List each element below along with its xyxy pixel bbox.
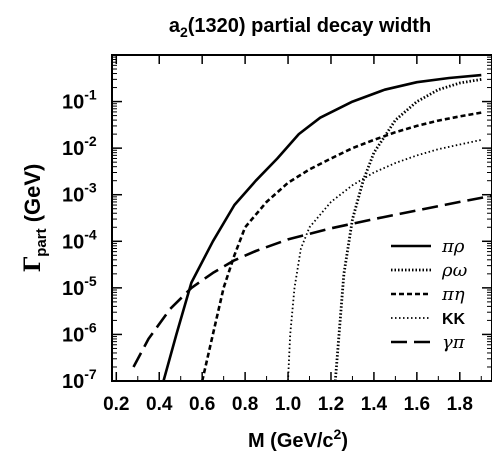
x-tick-label: 0.6 xyxy=(189,394,215,415)
title-subscript: 2 xyxy=(180,24,188,40)
legend-label: πρ xyxy=(441,236,465,257)
axis-ticks: 0.2 0.4 0.6 0.8 1.0 1.2 1.4 1.6 1.8 10-7 10-6 10-5 1… xyxy=(62,55,492,415)
y-axis-label: Γpart (GeV) xyxy=(20,164,50,273)
x-tick-label: 1.2 xyxy=(318,394,344,415)
series-line-γπ xyxy=(132,194,492,368)
y-tick-label: 10-3 xyxy=(62,180,97,207)
plot-border xyxy=(111,54,492,382)
legend: πρ ρω πη KK γπ xyxy=(391,236,468,353)
x-tick-label: 1.8 xyxy=(447,394,473,415)
title-a: a xyxy=(169,15,181,37)
title-rest: (1320) partial decay width xyxy=(188,15,431,37)
x-axis-label-end: ) xyxy=(341,430,348,451)
plot-area xyxy=(111,54,492,382)
series-line-KK xyxy=(287,139,482,381)
y-axis-label-sub: part xyxy=(33,228,50,256)
x-axis-label-main: M (GeV/c xyxy=(248,430,334,451)
y-tick-label: 10-7 xyxy=(62,366,97,393)
legend-label: ρω xyxy=(441,260,468,281)
y-tick-label: 10-6 xyxy=(62,319,97,346)
chart-title: a2(1320) partial decay width xyxy=(169,15,431,40)
y-tick-label: 10-2 xyxy=(62,133,97,160)
y-axis-label-end: (GeV) xyxy=(20,164,45,229)
series-line-πη xyxy=(200,111,482,381)
legend-label: πη xyxy=(441,284,465,305)
series-layer xyxy=(132,73,492,381)
x-tick-label: 0.4 xyxy=(146,394,173,415)
x-tick-label: 0.8 xyxy=(232,394,258,415)
legend-label: γπ xyxy=(442,332,466,353)
legend-label: KK xyxy=(442,311,466,328)
x-axis-label-sup: 2 xyxy=(334,426,342,442)
x-axis-label: M (GeV/c2) xyxy=(248,426,348,451)
y-tick-label: 10-4 xyxy=(62,226,97,253)
y-axis-label-main: Γ xyxy=(20,256,46,272)
x-tick-label: 1.6 xyxy=(404,394,430,415)
y-tick-label: 10-5 xyxy=(62,273,97,300)
x-tick-label: 1.4 xyxy=(361,394,388,415)
x-tick-label: 0.2 xyxy=(103,394,129,415)
x-tick-label: 1.0 xyxy=(275,394,301,415)
y-tick-label: 10-1 xyxy=(62,87,97,114)
series-line-πρ xyxy=(162,73,482,381)
